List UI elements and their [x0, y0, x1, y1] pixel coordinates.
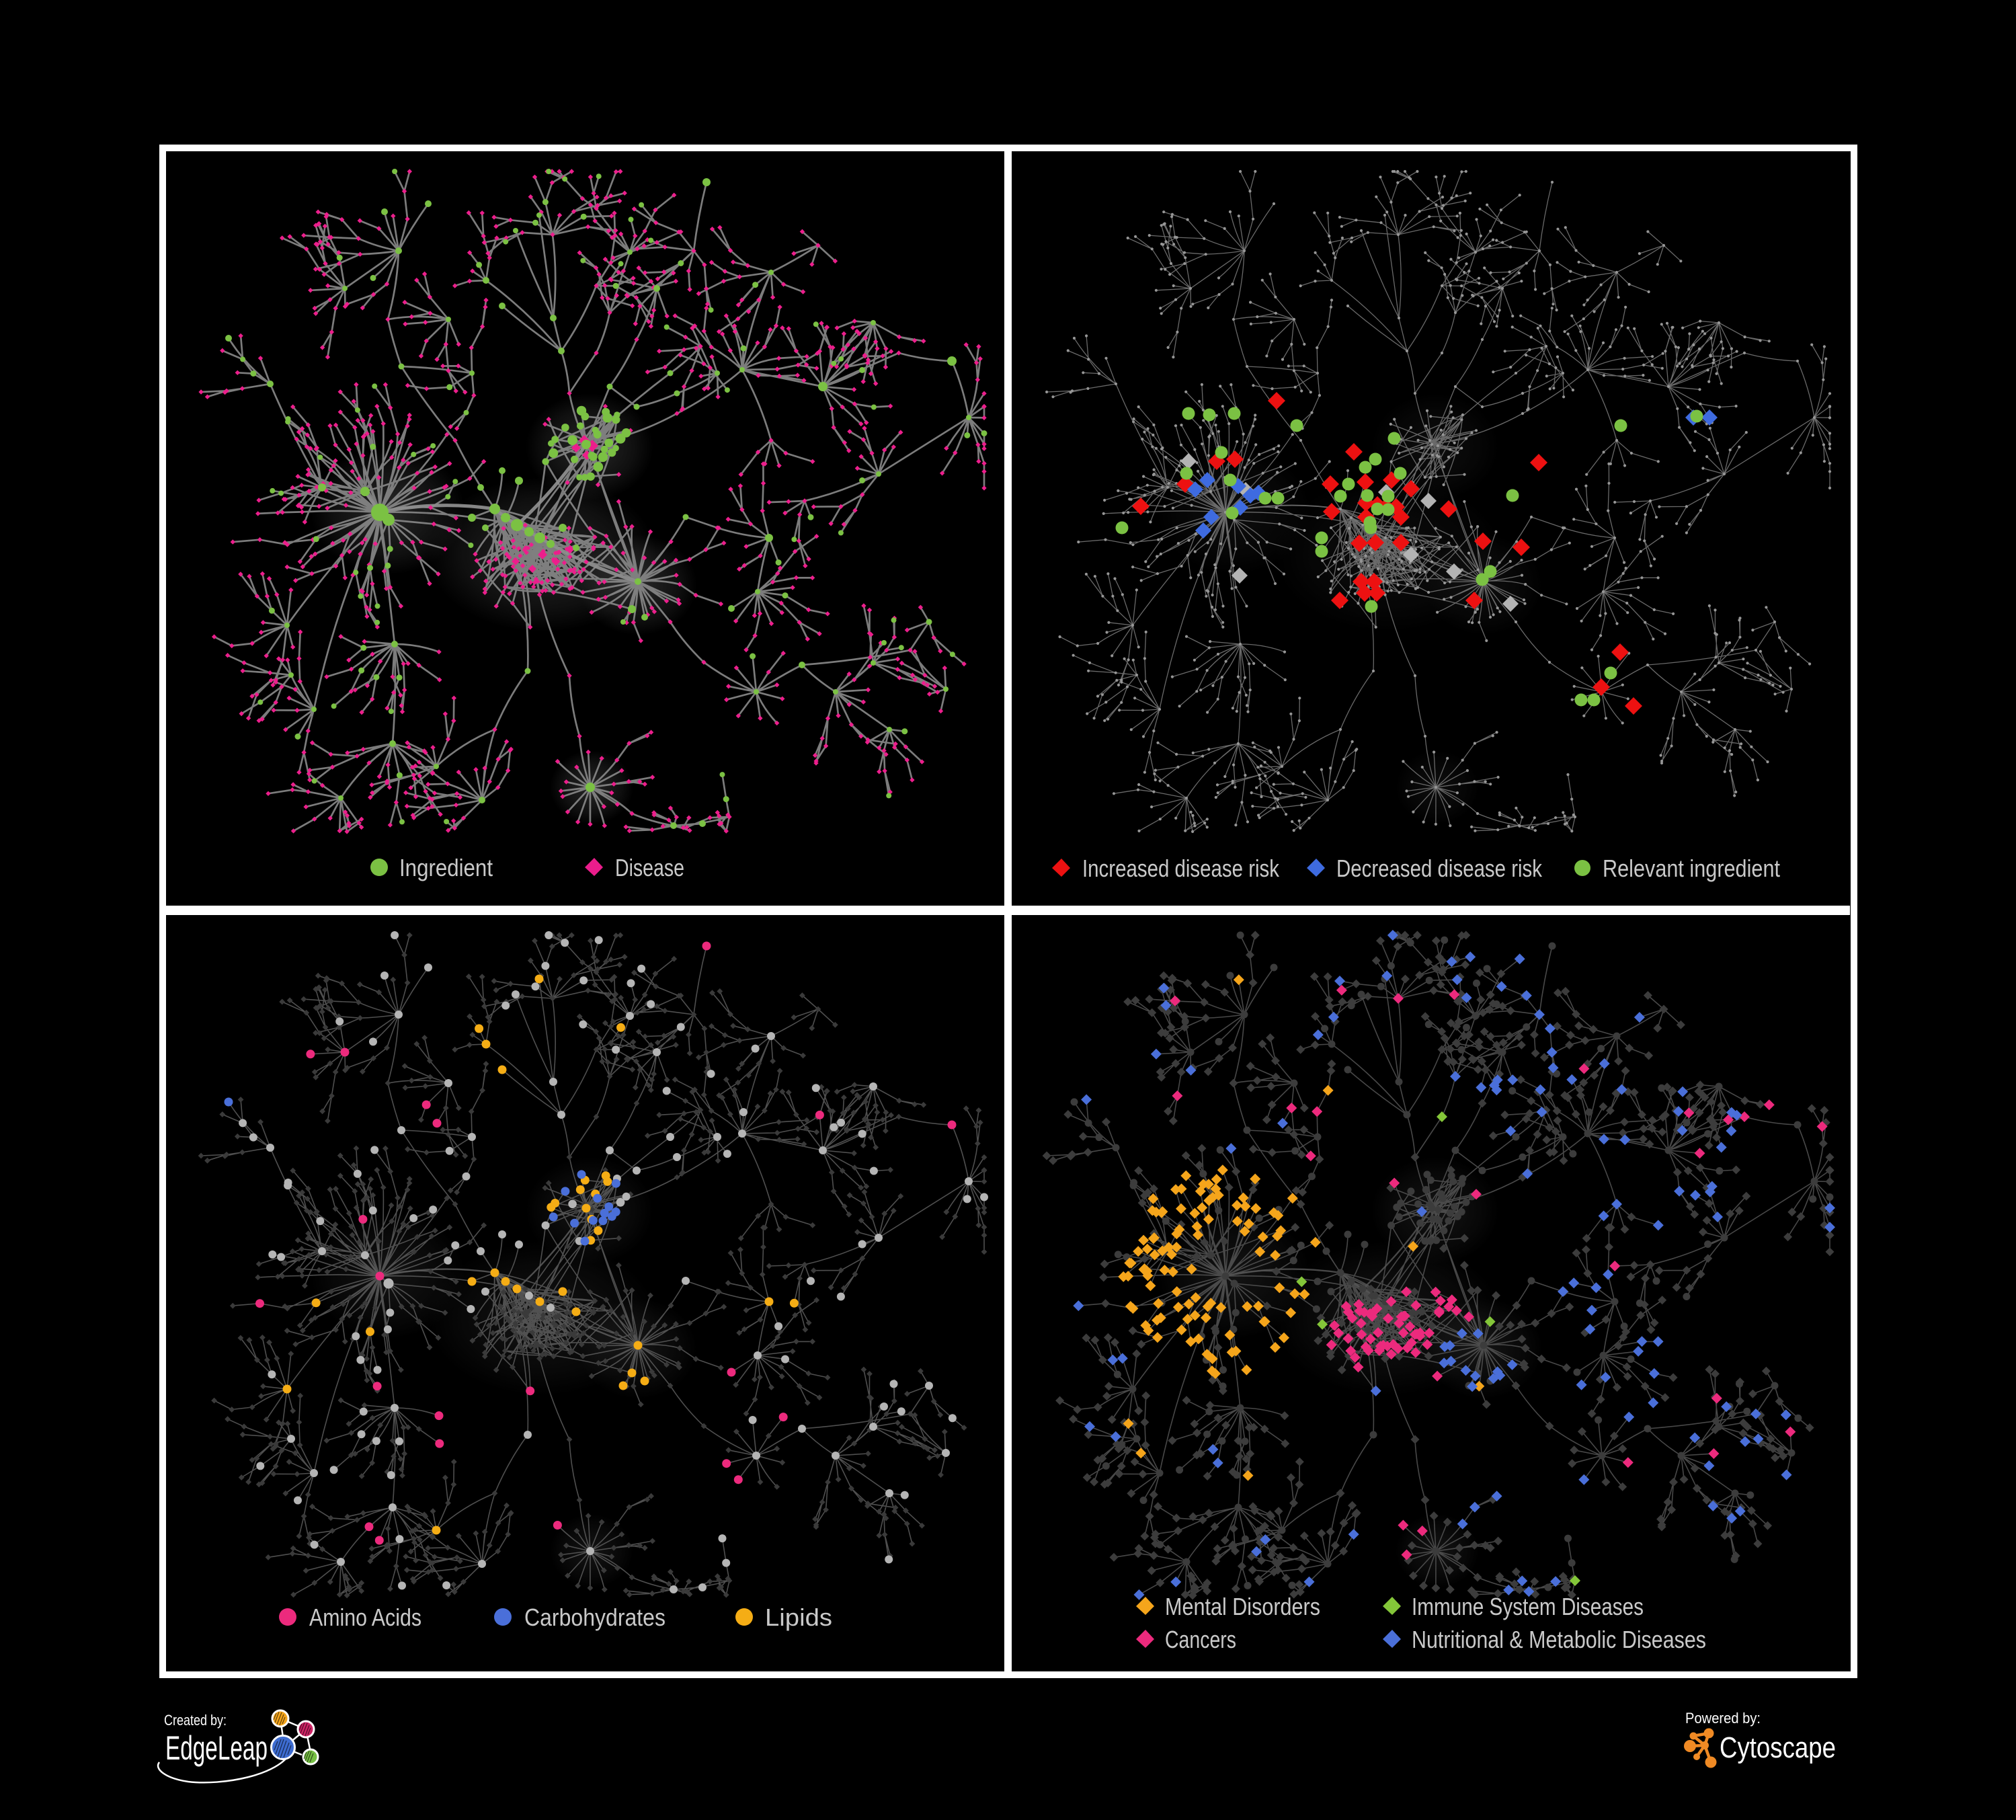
svg-text:EdgeLeap: EdgeLeap [165, 1729, 268, 1767]
svg-text:Amino Acids: Amino Acids [309, 1604, 421, 1631]
svg-text:Created by:: Created by: [164, 1712, 227, 1729]
svg-text:Cancers: Cancers [1165, 1626, 1236, 1653]
svg-text:Powered by:: Powered by: [1685, 1710, 1761, 1727]
svg-text:Carbohydrates: Carbohydrates [524, 1604, 666, 1631]
svg-text:Increased disease risk: Increased disease risk [1082, 855, 1280, 882]
svg-text:Nutritional & Metabolic Diseas: Nutritional & Metabolic Diseases [1412, 1626, 1706, 1653]
svg-text:Relevant ingredient: Relevant ingredient [1603, 855, 1780, 882]
svg-text:Disease: Disease [615, 854, 684, 881]
svg-text:Immune System Diseases: Immune System Diseases [1412, 1593, 1644, 1620]
svg-text:Lipids: Lipids [765, 1604, 832, 1631]
svg-text:Decreased disease risk: Decreased disease risk [1336, 855, 1543, 882]
svg-text:Ingredient: Ingredient [399, 854, 493, 881]
svg-text:Cytoscape: Cytoscape [1720, 1731, 1836, 1764]
svg-text:Mental Disorders: Mental Disorders [1165, 1593, 1320, 1620]
